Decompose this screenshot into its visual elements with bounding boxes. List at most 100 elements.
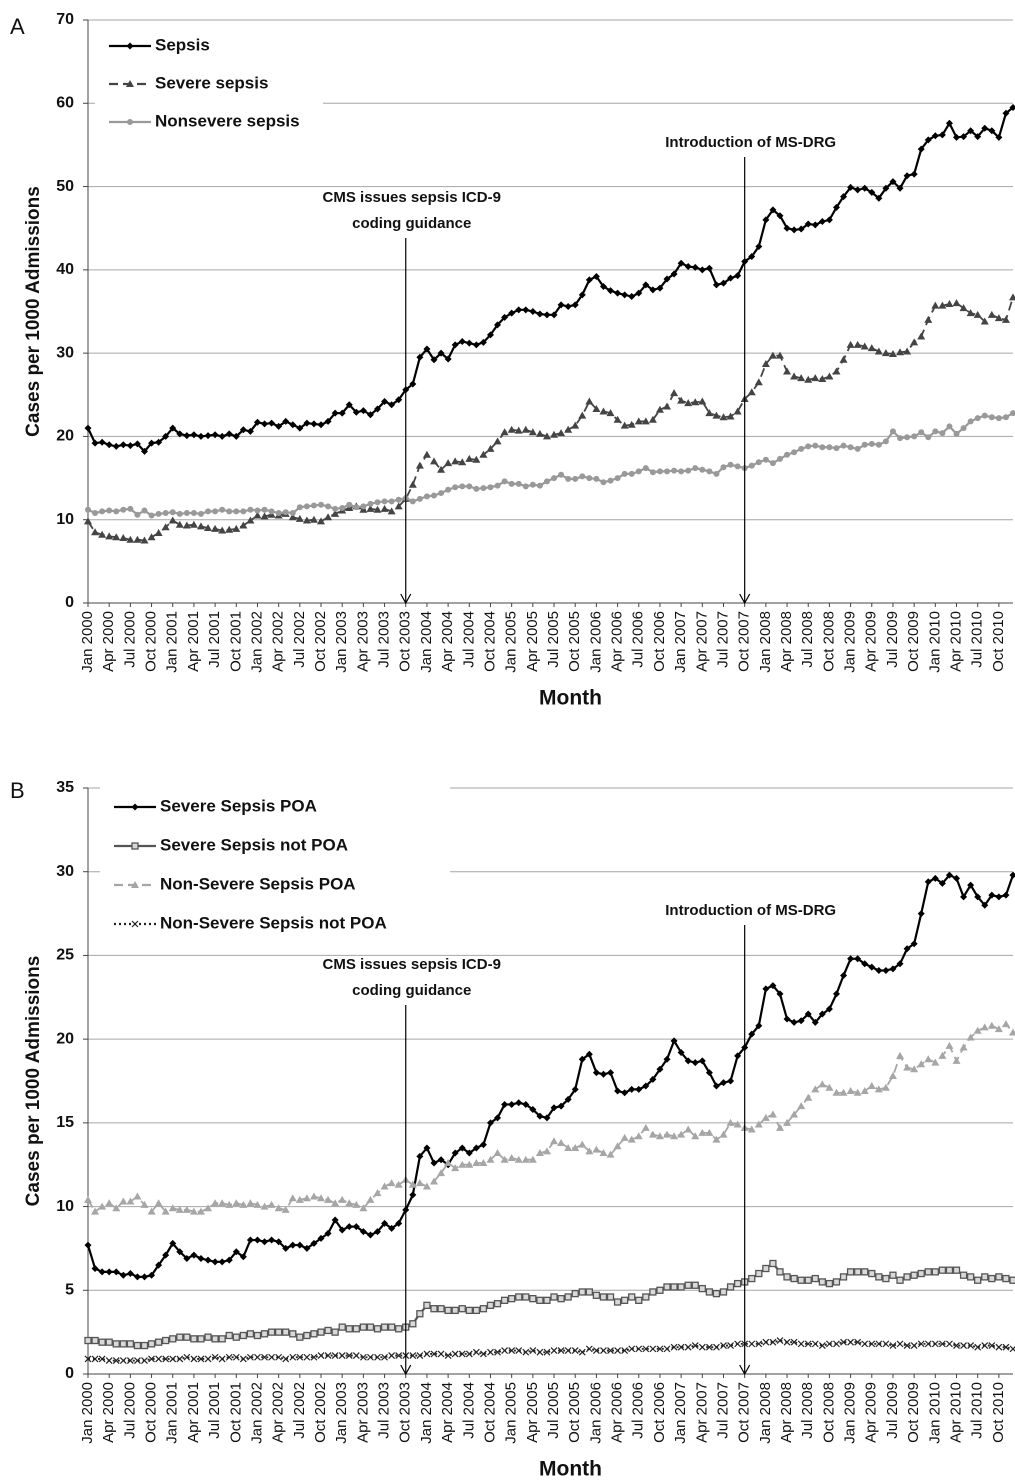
marker: [811, 1018, 819, 1026]
marker: [189, 1207, 198, 1215]
marker: [924, 315, 933, 323]
x-tick-label: Jan 2005: [503, 611, 520, 673]
marker: [805, 443, 812, 450]
marker: [274, 1204, 283, 1212]
marker: [225, 1256, 233, 1264]
marker: [973, 310, 982, 318]
x-tick-label: Apr 2007: [693, 611, 710, 672]
marker: [119, 1197, 128, 1205]
marker: [380, 1182, 389, 1190]
legend-box: [100, 787, 450, 947]
marker: [846, 1268, 855, 1276]
marker: [981, 1273, 989, 1281]
marker: [974, 1343, 982, 1351]
x-tick-label: Jan 2006: [587, 1382, 604, 1444]
marker: [451, 1149, 459, 1157]
marker: [430, 1305, 438, 1313]
x-axis-title: Month: [539, 1458, 602, 1481]
marker: [804, 1093, 813, 1101]
marker: [168, 516, 177, 524]
marker: [642, 1293, 650, 1301]
marker: [444, 1352, 452, 1360]
legend-label: Non-Severe Sepsis not POA: [160, 913, 387, 932]
marker: [663, 1345, 671, 1353]
marker: [635, 1296, 643, 1304]
marker: [366, 1323, 375, 1331]
marker: [521, 1155, 530, 1163]
marker: [295, 1195, 304, 1203]
marker: [960, 893, 968, 901]
marker: [543, 311, 551, 319]
marker: [656, 468, 663, 475]
marker: [974, 1276, 982, 1284]
marker: [1002, 1274, 1010, 1283]
marker: [331, 1199, 340, 1207]
x-tick-label: Jul 2002: [291, 611, 308, 668]
marker: [289, 1330, 297, 1338]
marker: [599, 1070, 607, 1078]
marker: [761, 1113, 770, 1121]
marker: [458, 1160, 467, 1168]
marker: [677, 259, 685, 267]
marker: [754, 1120, 763, 1128]
marker: [670, 1283, 678, 1291]
marker: [507, 1154, 516, 1162]
x-tick-label: Jan 2007: [672, 1382, 689, 1444]
marker: [105, 441, 113, 449]
marker: [727, 1077, 735, 1085]
marker: [197, 1335, 205, 1343]
marker: [473, 485, 480, 492]
marker: [698, 1057, 706, 1065]
marker: [218, 432, 226, 440]
marker: [296, 1333, 304, 1341]
marker: [769, 982, 777, 990]
marker: [726, 412, 735, 420]
marker: [628, 470, 635, 477]
marker: [607, 1069, 615, 1077]
marker: [317, 1234, 325, 1242]
marker: [508, 1347, 516, 1354]
marker: [656, 1065, 664, 1073]
marker: [719, 1079, 727, 1087]
marker: [945, 871, 953, 879]
marker: [613, 415, 622, 423]
marker: [182, 1205, 191, 1213]
x-tick-label: Oct 2000: [143, 1382, 160, 1443]
x-tick-label: Oct 2009: [905, 611, 922, 672]
marker: [868, 440, 875, 447]
marker: [558, 471, 565, 478]
marker: [938, 1340, 946, 1348]
marker: [452, 484, 459, 491]
marker: [768, 1110, 777, 1118]
marker: [169, 424, 177, 432]
marker: [664, 468, 671, 475]
marker: [437, 1156, 445, 1164]
marker: [479, 1350, 487, 1358]
marker: [797, 1017, 805, 1025]
marker: [253, 1200, 262, 1208]
y-tick-label: 30: [56, 863, 74, 880]
marker: [797, 1340, 805, 1348]
marker: [155, 510, 162, 517]
marker: [309, 515, 318, 523]
marker: [479, 1141, 487, 1149]
marker: [85, 506, 91, 513]
marker: [804, 1340, 812, 1348]
legend-label: Severe sepsis: [155, 73, 268, 92]
marker: [847, 183, 855, 191]
marker: [684, 1057, 692, 1065]
marker: [211, 1335, 219, 1343]
marker: [868, 1340, 876, 1348]
marker: [811, 1085, 820, 1093]
x-tick-label: Jul 2005: [545, 611, 562, 668]
marker: [571, 1085, 579, 1093]
x-tick-label: Oct 2006: [651, 611, 668, 672]
marker: [204, 1256, 212, 1264]
marker: [634, 1132, 643, 1140]
marker: [239, 521, 248, 529]
marker: [832, 990, 840, 998]
marker: [508, 1100, 516, 1108]
marker: [910, 1271, 918, 1279]
marker: [818, 1010, 826, 1018]
marker: [225, 1331, 233, 1340]
